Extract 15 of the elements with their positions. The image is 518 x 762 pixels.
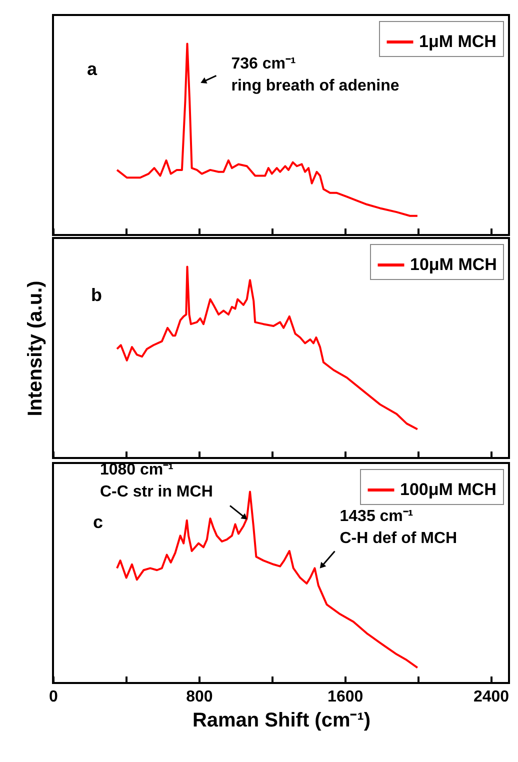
x-tick-label: 2400 [473, 688, 510, 706]
x-tick-label: 800 [186, 688, 213, 706]
legend-label: 1μM MCH [419, 32, 496, 51]
x-axis-title: Raman Shift (cm⁻¹) [192, 710, 371, 732]
annotation: 1435 cm⁻¹ C-H def of MCH [340, 508, 458, 548]
legend-label: 10μM MCH [410, 255, 497, 274]
annotation: c [93, 512, 104, 532]
annotation: a [87, 59, 98, 79]
x-tick-label: 1600 [328, 688, 364, 706]
x-tick-label: 0 [49, 688, 58, 706]
y-axis-title: Intensity (a.u.) [24, 280, 46, 416]
annotation: 736 cm⁻¹ ring breath of adenine [231, 56, 400, 95]
legend-label: 100μM MCH [400, 480, 496, 499]
annotation: 1080 cm⁻¹ C-C str in MCH [100, 462, 213, 501]
annotation: b [91, 285, 102, 305]
